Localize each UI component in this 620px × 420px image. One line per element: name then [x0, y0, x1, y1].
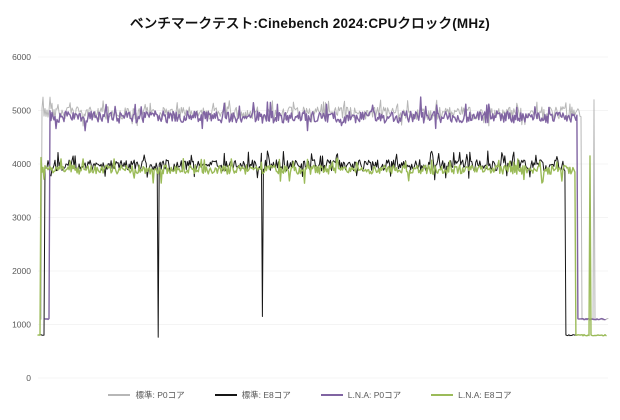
y-axis-tick-label: 1000 — [12, 320, 31, 330]
legend-swatch — [108, 394, 131, 396]
y-axis-tick-label: 0 — [26, 373, 31, 383]
y-axis-tick-label: 4000 — [12, 159, 31, 169]
legend-item-1: 標準: P0コア — [108, 389, 185, 401]
chart-title: ベンチマークテスト:Cinebench 2024:CPUクロック(MHz) — [130, 16, 490, 31]
legend-label: L.N.A: E8コア — [458, 390, 512, 400]
legend-item-4: L.N.A: E8コア — [431, 389, 512, 401]
series-line-4 — [37, 155, 607, 337]
series-line-1 — [39, 96, 609, 321]
y-axis-tick-label: 5000 — [12, 106, 31, 116]
legend-swatch — [431, 394, 454, 396]
legend-item-2: 標準: E8コア — [214, 389, 291, 401]
series-line-2 — [40, 150, 577, 338]
legend: 標準: P0コア 標準: E8コア L.N.A: P0コア L.N.A: E8コア — [0, 389, 620, 401]
legend-swatch — [214, 394, 237, 396]
y-axis-tick-label: 2000 — [12, 266, 31, 276]
legend-item-3: L.N.A: P0コア — [320, 389, 402, 401]
y-axis-tick-label: 3000 — [12, 213, 31, 223]
legend-label: L.N.A: P0コア — [347, 390, 402, 400]
series-line-3 — [44, 96, 606, 321]
y-axis-tick-label: 6000 — [12, 52, 31, 62]
legend-swatch — [320, 394, 343, 396]
legend-label: 標準: E8コア — [241, 390, 291, 400]
legend-label: 標準: P0コア — [135, 390, 185, 400]
